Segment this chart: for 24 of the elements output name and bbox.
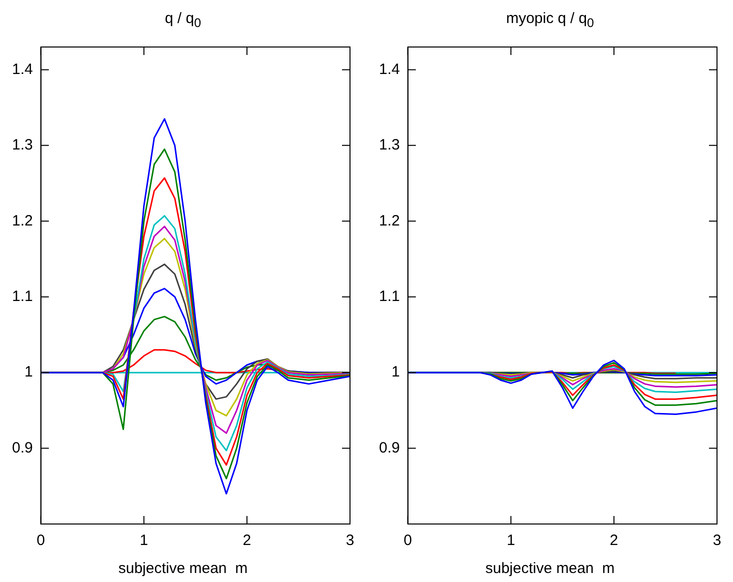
y-tick-label: 1.4 xyxy=(378,60,400,78)
y-tick-label: 1.3 xyxy=(378,136,400,154)
x-tick-label: 0 xyxy=(404,532,412,550)
y-tick-label: 1.3 xyxy=(12,136,33,154)
y-tick-label: 1.2 xyxy=(12,212,33,230)
y-tick-label: 0.9 xyxy=(12,439,33,456)
x-axis-title: subjective mean m xyxy=(117,560,249,577)
y-tick-label: 1 xyxy=(24,364,33,381)
x-tick-label: 3 xyxy=(346,532,354,550)
y-tick-label: 0.9 xyxy=(378,439,400,456)
y-tick-label: 1.1 xyxy=(378,288,400,305)
chart-title: q / q$_{0}$ xyxy=(164,10,202,30)
x-tick-label: 3 xyxy=(712,532,722,550)
y-tick-label: 1.4 xyxy=(12,60,33,78)
y-tick-label: 1 xyxy=(392,364,400,381)
x-tick-label: 0 xyxy=(36,532,46,550)
x-tick-label: 1 xyxy=(506,532,516,550)
chart-title: myopic q / q$_{0}$ xyxy=(505,10,595,30)
y-tick-label: 1.1 xyxy=(12,288,33,305)
x-axis-title: subjective mean m xyxy=(484,560,616,577)
y-tick-label: 1.2 xyxy=(378,212,400,230)
x-tick-label: 1 xyxy=(140,532,148,550)
x-tick-label: 2 xyxy=(610,532,618,550)
x-tick-label: 2 xyxy=(242,532,252,550)
